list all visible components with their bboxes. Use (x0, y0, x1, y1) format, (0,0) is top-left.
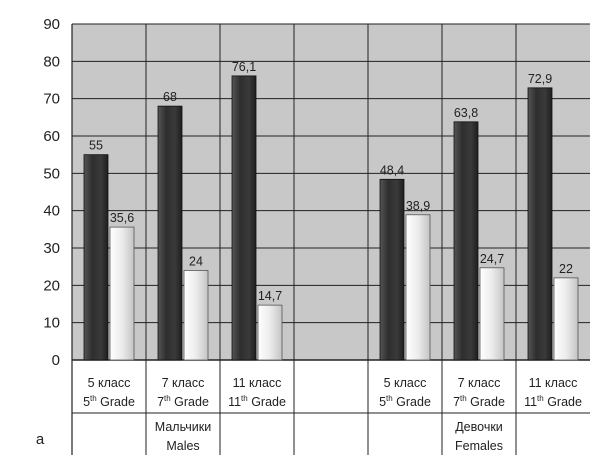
category-label-en-5: 11th Grade (524, 394, 582, 409)
bar-series1-2 (231, 75, 257, 361)
bar-series1-3 (379, 178, 405, 361)
category-number: 11 (228, 395, 241, 409)
category-label-ru-5: 11 класс (529, 376, 578, 390)
y-tick-label-40: 40 (43, 203, 60, 220)
data-label-series2-5: 22 (559, 262, 573, 276)
y-tick-label-0: 0 (52, 352, 60, 369)
bars (83, 75, 579, 361)
bar-series2-4 (479, 267, 505, 361)
table-background (72, 360, 590, 455)
category-label-ru-2: 11 класс (233, 376, 282, 390)
data-label-series1-5: 72,9 (528, 72, 552, 86)
data-label-series2-2: 14,7 (258, 289, 282, 303)
panel-label: a (36, 431, 45, 448)
category-label-ru-3: 5 класс (384, 376, 427, 390)
group-label-en-0: Males (166, 439, 199, 453)
category-label-en-2: 11th Grade (228, 394, 286, 409)
category-number: 7 (157, 395, 164, 409)
category-superscript: th (460, 394, 467, 403)
category-grade-word: Grade (171, 395, 209, 409)
category-number: 7 (453, 395, 460, 409)
category-label-en-3: 5th Grade (379, 394, 431, 409)
bar-series1-0 (83, 154, 109, 361)
y-tick-label-50: 50 (43, 165, 60, 182)
group-label-en-1: Females (455, 439, 503, 453)
group-label-ru-1: Девочки (455, 420, 503, 434)
category-grade-word: Grade (97, 395, 135, 409)
bar-series2-3 (405, 214, 431, 361)
category-label-en-1: 7th Grade (157, 394, 209, 409)
bar-series2-5 (553, 277, 579, 361)
data-label-series2-0: 35,6 (110, 211, 134, 225)
category-superscript: th (164, 394, 171, 403)
category-number: 5 (83, 395, 90, 409)
bar-series1-4 (453, 121, 479, 361)
data-label-series1-4: 63,8 (454, 106, 478, 120)
category-grade-word: Grade (248, 395, 286, 409)
plot-background (72, 24, 590, 360)
data-label-series2-1: 24 (189, 254, 203, 268)
category-label-en-0: 5th Grade (83, 394, 135, 409)
y-tick-label-10: 10 (43, 315, 60, 332)
y-tick-label-70: 70 (43, 91, 60, 108)
category-superscript: th (537, 394, 544, 403)
category-superscript: th (241, 394, 248, 403)
category-superscript: th (90, 394, 97, 403)
category-superscript: th (386, 394, 393, 403)
data-label-series1-3: 48,4 (380, 163, 404, 177)
category-label-ru-0: 5 класс (88, 376, 131, 390)
data-label-series2-3: 38,9 (406, 199, 430, 213)
bar-series2-0 (109, 226, 135, 361)
bar-series1-1 (157, 105, 183, 361)
y-tick-label-20: 20 (43, 277, 60, 294)
bar-series2-2 (257, 304, 283, 361)
category-grade-word: Grade (467, 395, 505, 409)
bar-series2-1 (183, 269, 209, 361)
data-label-series1-0: 55 (89, 139, 103, 153)
y-tick-label-80: 80 (43, 53, 60, 70)
data-label-series1-2: 76,1 (232, 60, 256, 74)
group-label-ru-0: Мальчики (155, 420, 211, 434)
data-label-series2-4: 24,7 (480, 252, 504, 266)
bar-series1-5 (527, 87, 553, 361)
data-label-series1-1: 68 (163, 90, 177, 104)
category-label-ru-4: 7 класс (458, 376, 501, 390)
y-tick-label-30: 30 (43, 240, 60, 257)
bar-labels: 55 35,6 68 24 76,1 14,7 48,4 38,9 63,8 24,7 72,9 22 (89, 60, 573, 303)
category-grade-word: Grade (393, 395, 431, 409)
category-number: 11 (524, 395, 537, 409)
category-grade-word: Grade (544, 395, 582, 409)
category-number: 5 (379, 395, 386, 409)
y-tick-label-60: 60 (43, 128, 60, 145)
category-label-en-4: 7th Grade (453, 394, 505, 409)
category-label-ru-1: 7 класс (162, 376, 205, 390)
y-tick-label-90: 90 (43, 16, 60, 33)
